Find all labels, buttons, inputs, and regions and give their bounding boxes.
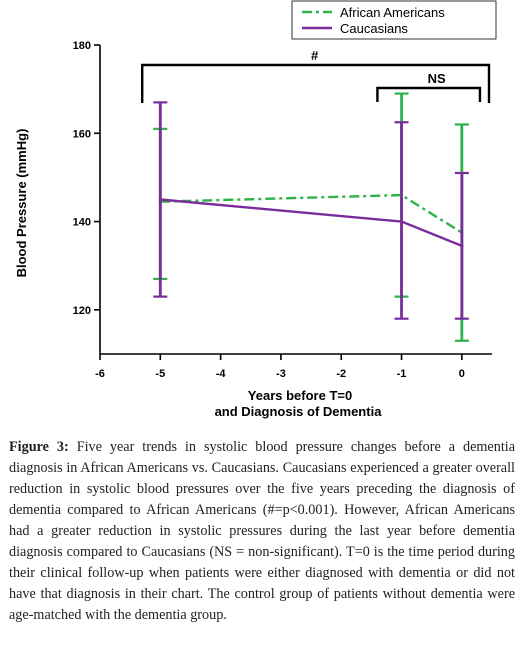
x-axis-title-line1: Years before T=0: [248, 388, 352, 403]
legend-label: Caucasians: [340, 21, 408, 36]
figure-label: Figure 3:: [9, 439, 69, 455]
data-point: [399, 219, 404, 224]
significance-label: NS: [428, 71, 446, 86]
series-line: [160, 198, 463, 247]
series-layer: [153, 92, 469, 342]
x-tick-label: -4: [216, 368, 227, 380]
x-axis-title-line2: and Diagnosis of Dementia: [215, 404, 383, 419]
legend-box: [291, 0, 497, 40]
data-point: [460, 244, 464, 248]
series-caucasians: [153, 101, 469, 320]
figure-caption: Figure 3: Five year trends in systolic b…: [9, 437, 515, 626]
legend-label: African Americans: [340, 5, 445, 20]
series-line: [160, 193, 463, 234]
y-tick-label: 180: [73, 40, 91, 52]
data-point: [158, 197, 162, 202]
x-tick-label: 0: [459, 368, 465, 380]
x-tick-label: -2: [336, 368, 346, 380]
y-axis-title: Blood Pressure (mmHg): [14, 129, 29, 278]
y-tick-label: 160: [73, 128, 91, 140]
series-african-americans: [153, 92, 469, 342]
x-tick-label: -1: [397, 368, 407, 380]
axes: 120 140 160 180 -6 -5 -4 -3 -2 -1 0: [73, 40, 492, 380]
significance-brackets: # NS: [141, 48, 491, 103]
x-tick-label: -5: [155, 368, 165, 380]
significance-label: #: [311, 48, 319, 63]
x-tick-label: -3: [276, 368, 286, 380]
significance-bracket: [376, 86, 482, 102]
figure-caption-text: Five year trends in systolic blood press…: [9, 439, 515, 623]
x-tick-label: -6: [95, 368, 105, 380]
y-tick-label: 140: [73, 217, 91, 229]
significance-bracket: [141, 63, 491, 103]
y-tick-label: 120: [73, 305, 91, 317]
